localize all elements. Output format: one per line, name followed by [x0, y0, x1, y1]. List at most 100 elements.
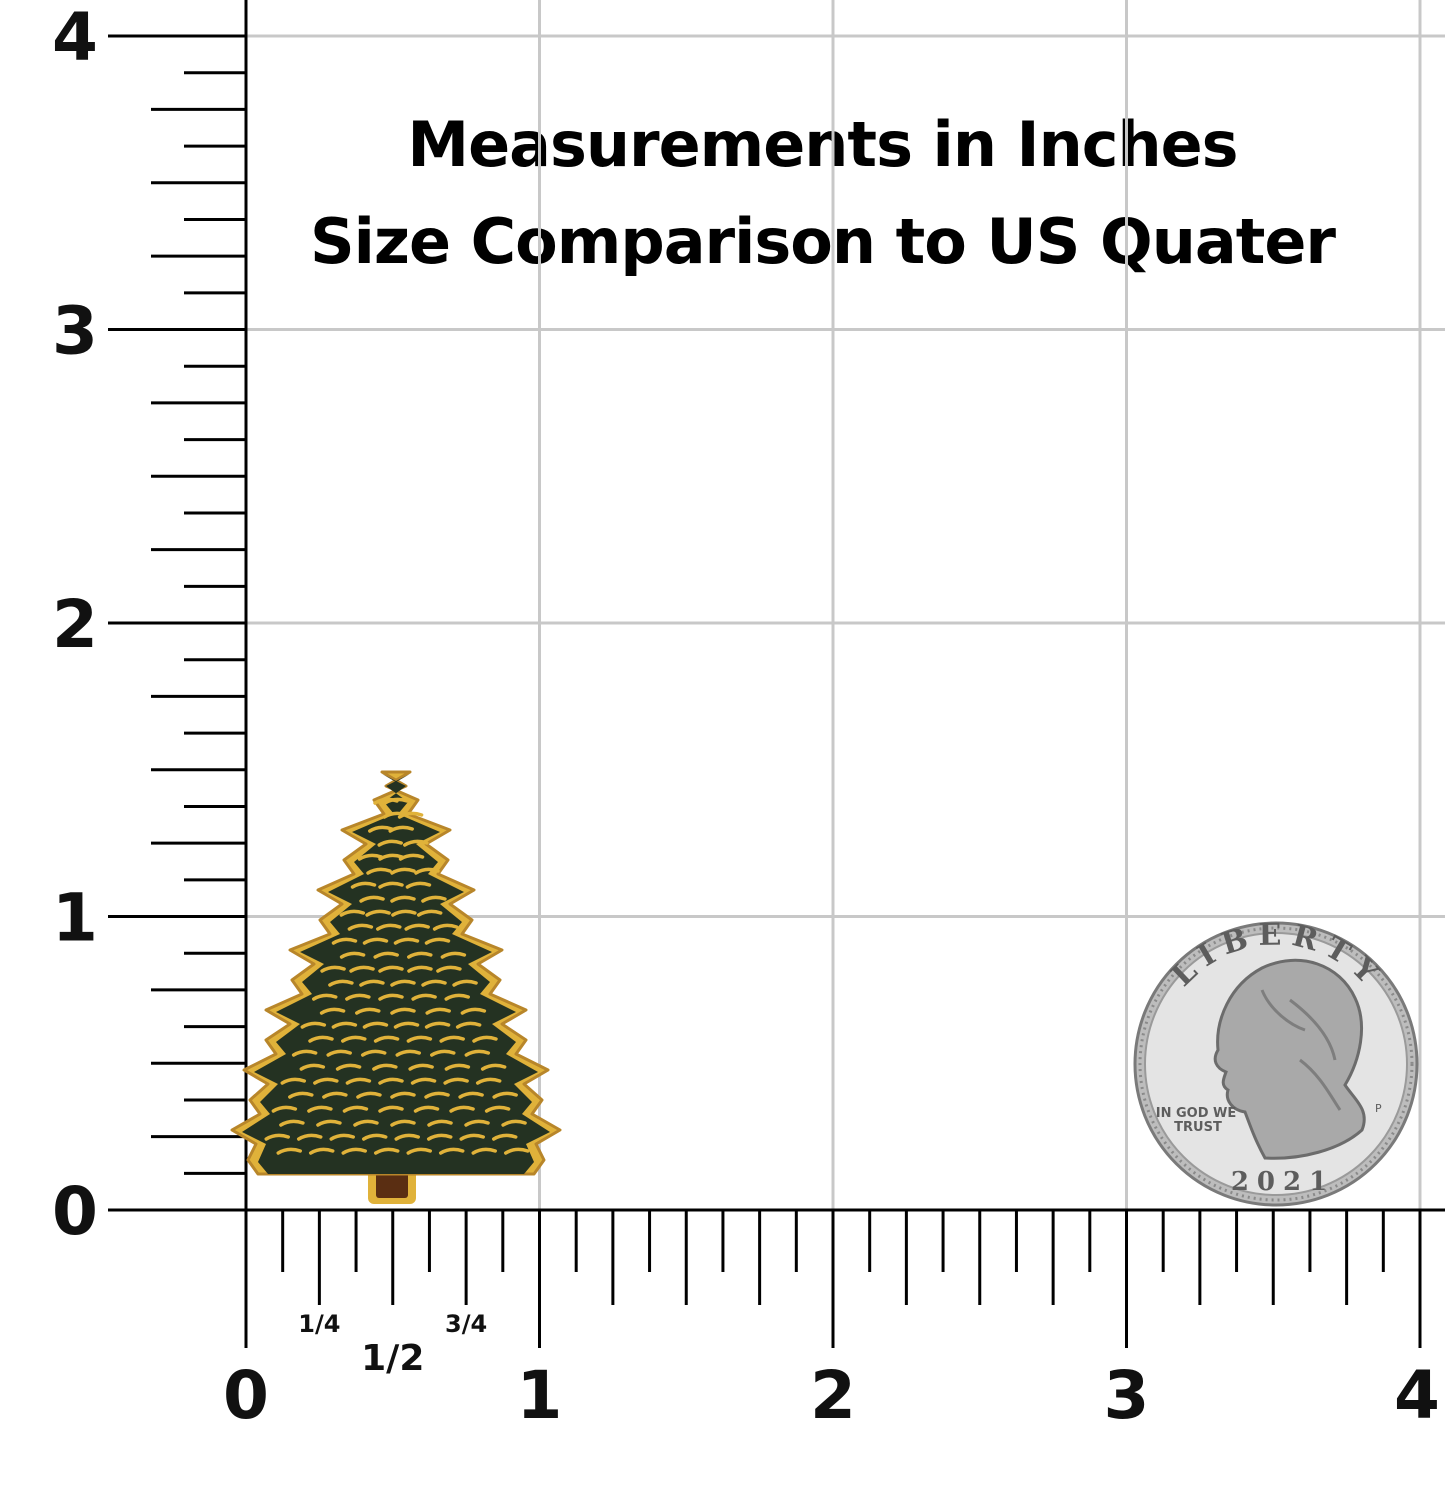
tree-texture-stroke [492, 1091, 518, 1099]
tree-texture-stroke [300, 1021, 327, 1029]
tree-texture-stroke [406, 1035, 433, 1043]
tree-texture-stroke [492, 1133, 518, 1141]
tree-texture-stroke [378, 993, 404, 1001]
tree-texture-stroke [416, 909, 443, 917]
tree-texture-stroke [439, 1035, 465, 1043]
tree-texture-stroke [264, 1133, 290, 1141]
tree-texture-stroke [464, 1119, 490, 1127]
vertical-ruler-label: 0 [52, 1173, 98, 1250]
coin-motto-line-1: IN GOD WE [1156, 1106, 1237, 1121]
horizontal-ruler-label: 3 [1104, 1357, 1150, 1434]
fraction-label: 1/2 [361, 1338, 424, 1379]
tree-texture-stroke [405, 881, 432, 889]
tree-texture-stroke [407, 965, 433, 973]
tree-texture-stroke [425, 1007, 451, 1015]
tree-texture-stroke [339, 951, 366, 959]
tree-texture-stroke [475, 1077, 502, 1085]
tree-texture-stroke [424, 1021, 451, 1029]
tree-texture-stroke [439, 1147, 465, 1155]
tree-texture-stroke [440, 951, 467, 959]
fraction-label: 1/4 [298, 1310, 340, 1338]
tree-texture-stroke [393, 1021, 420, 1029]
tree-texture-stroke [316, 1119, 342, 1127]
tree-texture-stroke [322, 1091, 348, 1099]
tree-texture-stroke [356, 1091, 382, 1099]
tree-texture-stroke [501, 1119, 527, 1127]
tree-texture-stroke [378, 965, 404, 973]
tree-texture-stroke [359, 979, 385, 987]
tree-texture-stroke [366, 867, 392, 875]
tree-texture-stroke [299, 1063, 326, 1071]
us-quarter-coin: LIBERTY IN GOD WE TRUST P 2021 [1133, 917, 1419, 1207]
tree-texture-stroke [430, 1049, 456, 1057]
tree-texture-stroke [350, 881, 377, 889]
tree-texture-stroke [383, 797, 409, 805]
horizontal-ruler-label: 1 [517, 1357, 563, 1434]
tree-texture-stroke [407, 951, 433, 959]
tree-texture-stroke [362, 937, 389, 945]
tree-texture-stroke [424, 937, 451, 945]
tree-texture-stroke [378, 853, 404, 861]
tree-texture-stroke [349, 965, 375, 973]
vertical-ruler-label: 4 [52, 0, 98, 76]
tree-texture-stroke [504, 1147, 530, 1155]
tree-texture-stroke [406, 1147, 432, 1155]
tree-texture-stroke [372, 1063, 398, 1071]
tree-texture-stroke [388, 825, 414, 833]
tree-texture-stroke [394, 1133, 420, 1141]
tree-texture-stroke [408, 1063, 434, 1071]
tree-texture-stroke [391, 909, 417, 917]
horizontal-ruler-label: 0 [223, 1357, 269, 1434]
portrait-hair-detail [1260, 989, 1342, 1111]
tree-texture-stroke [329, 1133, 355, 1141]
tree-texture-stroke [360, 1049, 387, 1057]
tree-texture-stroke [460, 1007, 487, 1015]
tree-texture-stroke [390, 1007, 416, 1015]
tree-texture-stroke [410, 1077, 437, 1085]
tree-texture-stroke [331, 1021, 358, 1029]
tree-texture-stroke [308, 1035, 334, 1043]
tree-texture-stroke [373, 1035, 400, 1043]
tree-texture-stroke [444, 993, 470, 1001]
tree-texture-stroke [271, 1105, 298, 1113]
horizontal-ruler-label: 4 [1394, 1357, 1440, 1434]
heading-line-1: Measurements in Inches [407, 108, 1238, 181]
tree-texture-stroke [413, 1105, 440, 1113]
tree-texture-stroke [347, 923, 374, 931]
tree-green-enamel [242, 774, 550, 1174]
tree-texture-stroke [276, 1147, 302, 1155]
coin-reeding [1138, 926, 1414, 1202]
tree-texture-stroke [449, 1105, 475, 1113]
tree-texture-stroke [459, 1133, 485, 1141]
tree-texture-stroke [359, 895, 385, 903]
tree-texture-stroke [393, 937, 420, 945]
tree-texture-stroke [443, 1077, 469, 1085]
tree-texture-stroke [395, 1049, 422, 1057]
tree-texture-stroke [357, 853, 384, 861]
tree-texture-stroke [404, 923, 430, 931]
tree-texture-stroke [320, 965, 346, 973]
tree-texture-stroke [313, 1077, 339, 1085]
tree-texture-stroke [427, 1133, 453, 1141]
tree-texture-stroke [288, 1091, 314, 1099]
rulers [108, 0, 1445, 1348]
tree-texture-stroke [312, 993, 338, 1001]
tree-texture-stroke [365, 909, 391, 917]
tree-texture-stroke [484, 1105, 511, 1113]
tree-texture-stroke [345, 1077, 372, 1085]
heading-line-2: Size Comparison to US Quater [310, 205, 1336, 278]
tree-texture-stroke [390, 895, 416, 903]
tree-texture-stroke [376, 923, 402, 931]
vertical-ruler-label: 2 [52, 586, 98, 663]
tree-texture-stroke [390, 979, 416, 987]
tree-texture-stroke [398, 853, 425, 861]
tree-texture-stroke [341, 1147, 367, 1155]
coin-mint-mark: P [1375, 1102, 1382, 1115]
tree-texture-stroke [279, 1119, 305, 1127]
coin-motto-line-2: TRUST [1174, 1120, 1222, 1135]
tree-texture-stroke [339, 909, 366, 917]
tree-texture-stroke [464, 1049, 491, 1057]
tree-texture-stroke [331, 937, 358, 945]
tree-texture-stroke [335, 1063, 362, 1071]
